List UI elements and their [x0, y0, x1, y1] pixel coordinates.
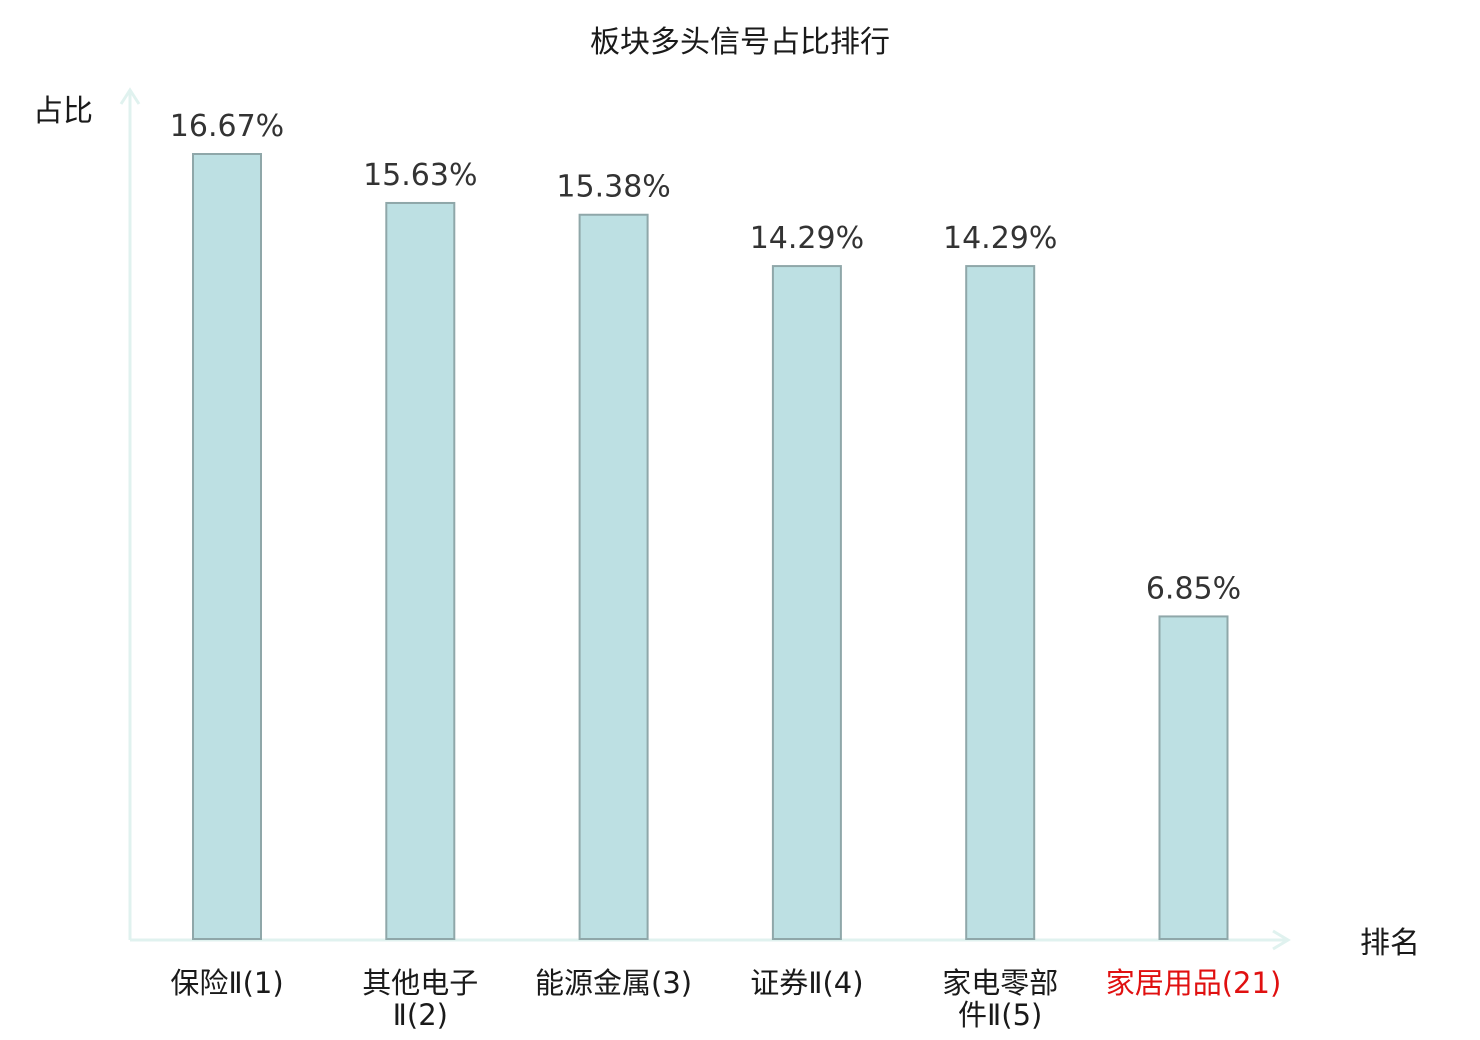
bar-4	[771, 265, 842, 941]
bar-3	[578, 213, 649, 941]
category-label-6: 家居用品(21)	[1106, 966, 1282, 1000]
bar-5	[965, 265, 1036, 941]
category-label-4: 证券Ⅱ(4)	[750, 966, 863, 1000]
category-label-1: 保险Ⅱ(1)	[170, 966, 283, 1000]
value-label-5: 14.29%	[943, 221, 1057, 256]
value-label-2: 15.63%	[363, 158, 477, 193]
y-axis-arrow-icon	[119, 87, 141, 105]
value-label-1: 16.67%	[170, 109, 284, 144]
chart-title: 板块多头信号占比排行	[590, 25, 890, 60]
y-axis-label: 占比	[33, 94, 93, 129]
value-label-4: 14.29%	[750, 221, 864, 256]
bar-2	[385, 201, 456, 941]
category-label-2-line-1: 其他电子	[362, 966, 478, 1000]
category-label-2-line-2: Ⅱ(2)	[393, 998, 448, 1032]
category-label-3: 能源金属(3)	[535, 966, 692, 1000]
bar-1	[192, 153, 262, 940]
category-label-5-line-2: 件Ⅱ(5)	[958, 998, 1042, 1032]
category-label-5-line-1: 家电零部	[942, 966, 1058, 1000]
value-label-3: 15.38%	[556, 170, 670, 205]
axes	[119, 87, 1291, 951]
x-axis-arrow-icon	[1272, 929, 1291, 951]
x-axis-label: 排名	[1360, 926, 1420, 961]
value-label-6: 6.85%	[1146, 571, 1241, 606]
bar-6	[1158, 615, 1229, 940]
